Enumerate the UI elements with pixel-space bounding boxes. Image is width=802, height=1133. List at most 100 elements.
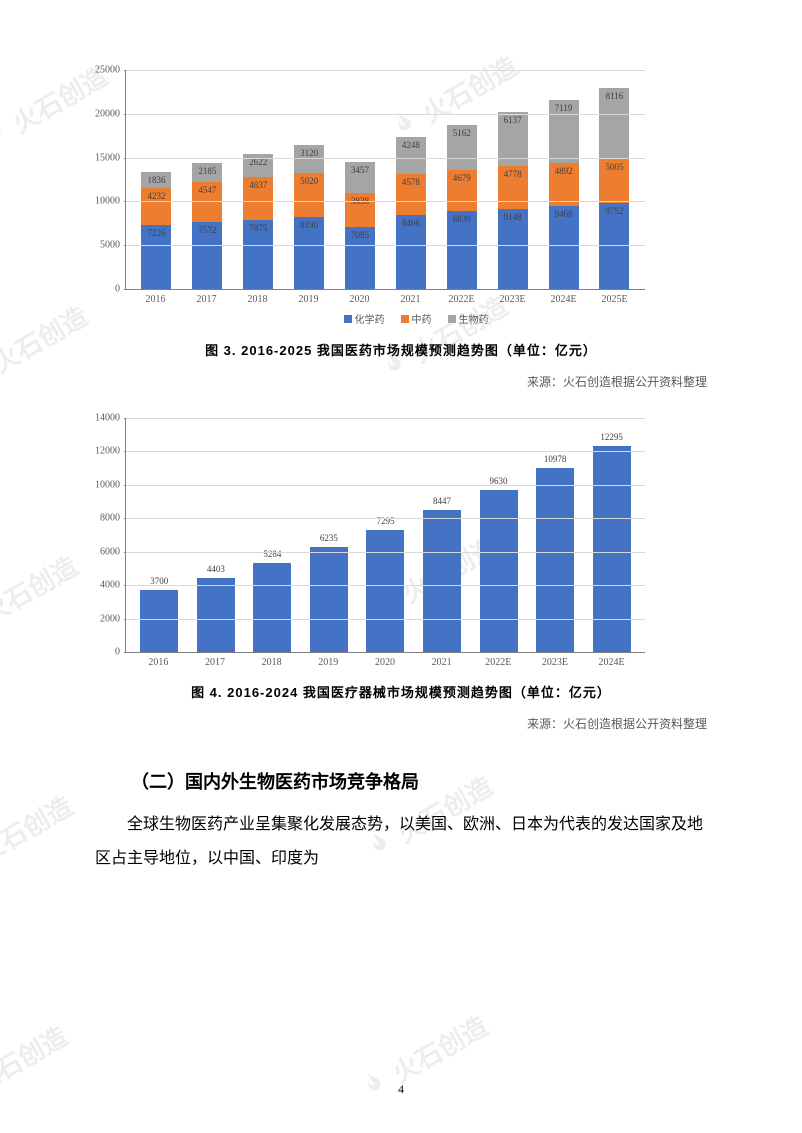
bar-group: 975250058116 xyxy=(599,88,629,289)
bar-value-label: 7119 xyxy=(555,103,573,113)
x-tick-label: 2025E xyxy=(600,294,630,305)
y-tick-label: 8000 xyxy=(100,513,120,524)
bar: 8447 xyxy=(423,510,461,652)
bar: 6235 xyxy=(310,547,348,652)
bar: 10978 xyxy=(536,468,574,652)
legend-item: 化学药 xyxy=(344,311,385,326)
x-tick-label: 2018 xyxy=(253,657,291,668)
bar-value-label: 8839 xyxy=(453,214,471,224)
bar-value-label: 12295 xyxy=(600,432,623,442)
y-tick-label: 25000 xyxy=(95,65,120,76)
bar-value-label: 1836 xyxy=(147,175,165,185)
bar-value-label: 3457 xyxy=(351,165,369,175)
legend-swatch xyxy=(401,315,409,323)
x-tick-label: 2023E xyxy=(536,657,574,668)
bar-segment: 4248 xyxy=(396,137,426,174)
legend-item: 生物药 xyxy=(448,311,489,326)
y-tick-label: 0 xyxy=(115,647,120,658)
bar-group: 787548372622 xyxy=(243,154,273,289)
y-tick-label: 15000 xyxy=(95,152,120,163)
x-tick-label: 2022E xyxy=(479,657,517,668)
chart1-plot: 0500010000150002000025000 72264232183675… xyxy=(125,70,645,290)
bar-value-label: 4232 xyxy=(147,191,165,201)
legend-item: 中药 xyxy=(401,311,432,326)
chart1-bars: 7226423218367572454721857875483726228190… xyxy=(126,70,645,289)
bar-group: 8447 xyxy=(423,510,461,652)
y-tick-label: 0 xyxy=(115,284,120,295)
legend-swatch xyxy=(344,315,352,323)
x-tick-label: 2024E xyxy=(593,657,631,668)
x-tick-label: 2023E xyxy=(498,294,528,305)
y-tick-label: 10000 xyxy=(95,196,120,207)
bar-segment: 5005 xyxy=(599,159,629,203)
chart2-x-axis: 2016 2017 2018 2019 2020 2021 2022E 2023E 2024E xyxy=(125,653,645,668)
x-tick-label: 2019 xyxy=(294,294,324,305)
bar: 5284 xyxy=(253,563,291,652)
bar-segment: 3120 xyxy=(294,145,324,172)
chart2-caption: 图 4. 2016-2024 我国医疗器械市场规模预测趋势图（单位：亿元） xyxy=(95,682,707,701)
y-tick-label: 4000 xyxy=(100,580,120,591)
bar: 3700 xyxy=(140,590,178,652)
bar-value-label: 4578 xyxy=(402,177,420,187)
bar-value-label: 10978 xyxy=(544,454,567,464)
bar-segment: 7119 xyxy=(549,100,579,163)
bar-segment: 5020 xyxy=(294,173,324,217)
bar-value-label: 4892 xyxy=(555,166,573,176)
page-number: 4 xyxy=(398,1082,404,1097)
chart1-caption: 图 3. 2016-2025 我国医药市场规模预测趋势图（单位：亿元） xyxy=(95,340,707,359)
y-tick-label: 2000 xyxy=(100,613,120,624)
bar-segment: 9148 xyxy=(498,209,528,290)
bar-value-label: 4547 xyxy=(198,185,216,195)
bar-segment: 7572 xyxy=(192,222,222,289)
legend-swatch xyxy=(448,315,456,323)
bar-segment: 4892 xyxy=(549,163,579,206)
x-tick-label: 2021 xyxy=(396,294,426,305)
legend-label: 中药 xyxy=(412,311,432,326)
bar-value-label: 5162 xyxy=(453,128,471,138)
bar: 12295 xyxy=(593,446,631,652)
bar-group: 7572 4547 2185 xyxy=(192,163,222,289)
bar-value-label: 9752 xyxy=(605,206,623,216)
bar-group: 883946795162 xyxy=(447,125,477,289)
bar-value-label: 7875 xyxy=(249,223,267,233)
bar-segment: 4578 xyxy=(396,174,426,214)
body-paragraph: 全球生物医药产业呈集聚化发展态势，以美国、欧洲、日本为代表的发达国家及地区占主导… xyxy=(95,808,707,875)
bar-segment: 2185 xyxy=(192,163,222,182)
bar-group: 7295 xyxy=(366,530,404,652)
bar-value-label: 4778 xyxy=(504,169,522,179)
bar-value-label: 8190 xyxy=(300,220,318,230)
bar-segment: 4837 xyxy=(243,177,273,220)
chart1-source: 来源：火石创造根据公开资料整理 xyxy=(95,373,707,390)
bar-group: 9468 4892 7119 xyxy=(549,100,579,289)
y-tick-label: 14000 xyxy=(95,413,120,424)
chart2-plot: 02000400060008000100001200014000 3700440… xyxy=(125,418,645,653)
x-tick-label: 2017 xyxy=(192,294,222,305)
x-tick-label: 2020 xyxy=(345,294,375,305)
x-tick-label: 2020 xyxy=(366,657,404,668)
bar: 9630 xyxy=(480,490,518,652)
bar-segment: 8466 xyxy=(396,215,426,290)
bar-group: 3700 xyxy=(140,590,178,652)
chart1: 0500010000150002000025000 72264232183675… xyxy=(125,70,707,326)
bar-group: 4403 xyxy=(197,578,235,652)
bar-group: 10978 xyxy=(536,468,574,652)
chart2-bars: 3700 4403 5284 6235 7295 8447 9630 10978 12295 xyxy=(126,418,645,652)
x-tick-label: 2016 xyxy=(139,657,177,668)
bar-segment: 3457 xyxy=(345,162,375,192)
y-tick-label: 5000 xyxy=(100,240,120,251)
bar-segment: 7226 xyxy=(141,225,171,289)
bar-value-label: 4837 xyxy=(249,180,267,190)
bar-group: 708538383457 xyxy=(345,162,375,289)
x-tick-label: 2017 xyxy=(196,657,234,668)
bar-group: 12295 xyxy=(593,446,631,652)
bar-value-label: 4403 xyxy=(207,564,225,574)
x-tick-label: 2019 xyxy=(309,657,347,668)
legend-label: 化学药 xyxy=(355,311,385,326)
section-heading: （二）国内外生物医药市场竞争格局 xyxy=(95,768,707,794)
chart1-legend: 化学药 中药 生物药 xyxy=(125,311,707,326)
bar-group: 9630 xyxy=(480,490,518,652)
bar-segment: 9468 xyxy=(549,206,579,289)
x-tick-label: 2021 xyxy=(423,657,461,668)
x-tick-label: 2018 xyxy=(243,294,273,305)
bar-value-label: 4248 xyxy=(402,140,420,150)
